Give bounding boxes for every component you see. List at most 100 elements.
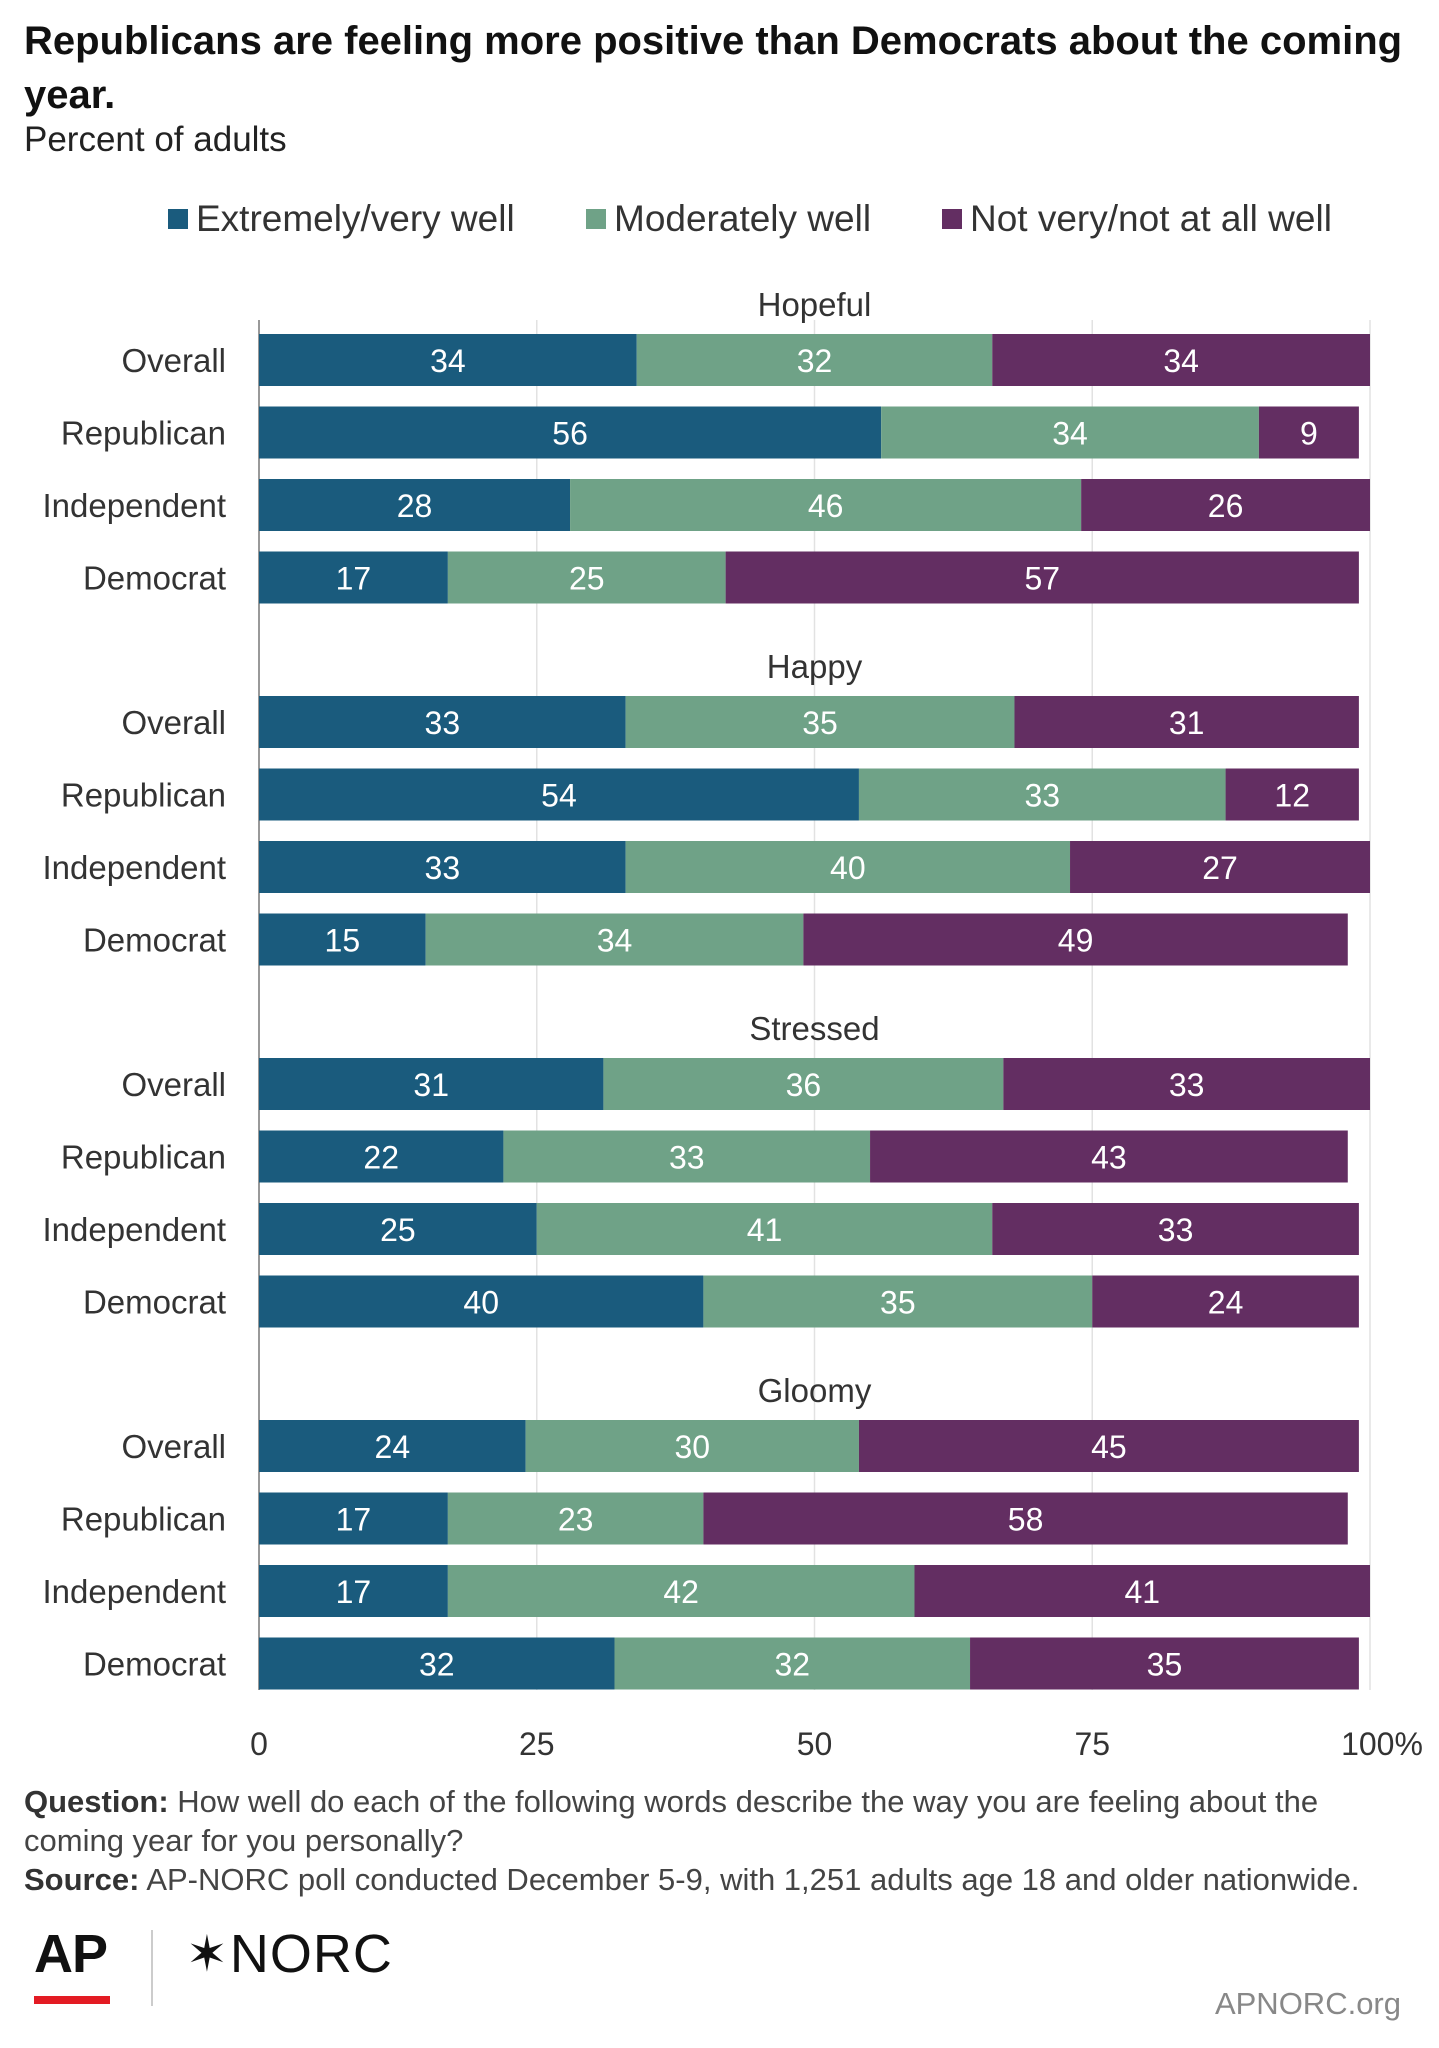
row-label: Independent [42,1573,226,1610]
data-label: 32 [419,1647,455,1683]
bar-segment [858,768,1226,821]
group-title: Hopeful [758,286,872,323]
question-text: How well do each of the following words … [24,1784,1319,1858]
bar-segment [259,551,448,604]
legend: Extremely/very well Moderately well Not … [0,196,1439,242]
data-label: 27 [1202,850,1238,886]
data-label: 34 [1052,416,1088,452]
bar-segment [858,1420,1359,1472]
chart-title: Republicans are feeling more positive th… [24,19,1403,117]
data-label: 33 [669,1140,705,1176]
bar-segment [914,1565,1370,1617]
data-label: 33 [425,705,461,741]
data-label: 46 [808,488,844,524]
data-label: 42 [663,1574,699,1610]
group-title: Happy [767,648,863,685]
bar-segment [525,1420,859,1472]
data-label: 41 [1124,1574,1160,1610]
data-label: 58 [1008,1502,1044,1538]
source-note: Source: AP-NORC poll conducted December … [24,1860,1414,1899]
data-label: 45 [1091,1429,1127,1465]
data-label: 32 [797,343,833,379]
data-label: 34 [597,923,633,959]
data-label: 33 [425,850,461,886]
data-label: 40 [463,1285,499,1321]
bar-segment [1070,841,1370,893]
bar-segment [259,1058,604,1110]
row-label: Overall [121,1066,226,1103]
data-label: 35 [880,1285,916,1321]
bar-segment [259,1492,448,1545]
row-label: Republican [61,415,226,452]
x-tick-label: 0 [250,1726,268,1760]
data-label: 36 [786,1067,822,1103]
data-label: 35 [1147,1647,1183,1683]
data-label: 9 [1300,416,1318,452]
data-label: 33 [1024,778,1060,814]
bar-segment [259,406,882,459]
row-label: Overall [121,704,226,741]
question-note: Question: How well do each of the follow… [24,1782,1414,1860]
data-label: 43 [1091,1140,1127,1176]
row-label: Independent [42,487,226,524]
row-label: Democrat [83,560,226,597]
ap-logo-underline [34,1996,110,2004]
legend-label: Not very/not at all well [970,198,1332,239]
x-tick-label: 75 [1074,1726,1110,1760]
question-label: Question: [24,1784,169,1819]
row-label: Independent [42,1211,226,1248]
bar-segment [603,1058,1004,1110]
bar-segment [625,841,1071,893]
site-url: APNORC.org [1214,1986,1401,2021]
norc-star-icon: ✶ [186,1926,228,1982]
ap-logo: AP [34,1924,108,1984]
data-label: 32 [774,1647,810,1683]
x-tick-label: 50 [797,1726,833,1760]
bar-segment [259,696,626,748]
chart-subtitle: Percent of adults [24,120,287,159]
bar-segment [1081,479,1370,531]
bar-segment [625,696,1015,748]
data-label: 54 [541,778,577,814]
stacked-bar-chart: Hopeful Overall 34 32 34 Republican 56 34 9 Indep… [42,286,1422,1760]
data-label: 15 [325,923,361,959]
bar-segment [259,334,637,386]
legend-item-extremely-very-well: Extremely/very well [168,196,515,242]
data-label: 33 [1169,1067,1205,1103]
data-label: 28 [397,488,433,524]
norc-wordmark: NORC [229,1924,393,1984]
legend-swatch [586,209,606,229]
data-label: 24 [375,1429,411,1465]
group-title: Stressed [749,1010,879,1047]
data-label: 57 [1024,561,1060,597]
legend-label: Extremely/very well [196,198,515,239]
bar-segment [259,1275,704,1328]
bar-segment [447,1492,704,1545]
bar-segment [992,334,1370,386]
bar-segment [614,1637,971,1690]
legend-swatch [942,209,962,229]
data-label: 23 [558,1502,594,1538]
data-label: 31 [1169,705,1205,741]
row-label: Democrat [83,1646,226,1683]
bar-segment [881,406,1259,459]
data-label: 26 [1208,488,1244,524]
row-label: Republican [61,777,226,814]
data-label: 25 [569,561,605,597]
data-label: 41 [747,1212,783,1248]
data-label: 33 [1158,1212,1194,1248]
row-label: Independent [42,849,226,886]
data-label: 31 [413,1067,449,1103]
bar-segment [570,479,1082,531]
bar-segment [1092,1275,1359,1328]
row-label: Republican [61,1139,226,1176]
logo-divider [151,1930,153,2006]
data-label: 56 [552,416,588,452]
data-label: 30 [674,1429,710,1465]
row-label: Democrat [83,922,226,959]
bar-segment [803,913,1348,966]
row-label: Overall [121,1428,226,1465]
row-label: Democrat [83,1284,226,1321]
data-label: 24 [1208,1285,1244,1321]
bar-segment [725,551,1359,604]
